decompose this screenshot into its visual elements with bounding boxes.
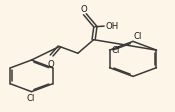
Text: Cl: Cl bbox=[26, 94, 35, 102]
Text: Cl: Cl bbox=[111, 46, 120, 55]
Text: Cl: Cl bbox=[134, 31, 142, 40]
Text: OH: OH bbox=[105, 22, 118, 31]
Text: O: O bbox=[81, 5, 87, 14]
Text: O: O bbox=[47, 59, 54, 68]
